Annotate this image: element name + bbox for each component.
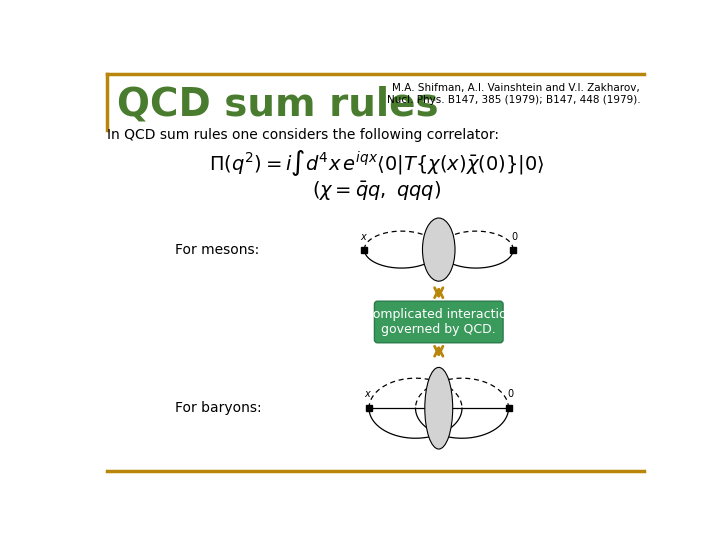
Text: x: x xyxy=(360,232,366,242)
Text: x: x xyxy=(364,389,370,400)
Ellipse shape xyxy=(425,367,453,449)
Text: M.A. Shifman, A.I. Vainshtein and V.I. Zakharov,
Nucl. Phys. B147, 385 (1979); B: M.A. Shifman, A.I. Vainshtein and V.I. Z… xyxy=(387,83,640,105)
Text: 0: 0 xyxy=(507,389,513,400)
Text: For baryons:: For baryons: xyxy=(175,401,262,415)
Text: Complicated interaction
governed by QCD.: Complicated interaction governed by QCD. xyxy=(364,308,514,336)
Text: 0: 0 xyxy=(512,232,518,242)
Text: In QCD sum rules one considers the following correlator:: In QCD sum rules one considers the follo… xyxy=(107,128,499,142)
Text: $\Pi(q^2) = i\int d^4x\, e^{iqx} \langle 0|T\{\chi(x)\bar{\chi}(0)\}|0\rangle$: $\Pi(q^2) = i\int d^4x\, e^{iqx} \langle… xyxy=(209,148,544,178)
Text: QCD sum rules: QCD sum rules xyxy=(117,86,438,124)
FancyBboxPatch shape xyxy=(374,301,503,343)
Text: $(\chi = \bar{q}q,\ qqq)$: $(\chi = \bar{q}q,\ qqq)$ xyxy=(312,179,441,202)
Ellipse shape xyxy=(423,218,455,281)
Text: For mesons:: For mesons: xyxy=(175,242,259,256)
